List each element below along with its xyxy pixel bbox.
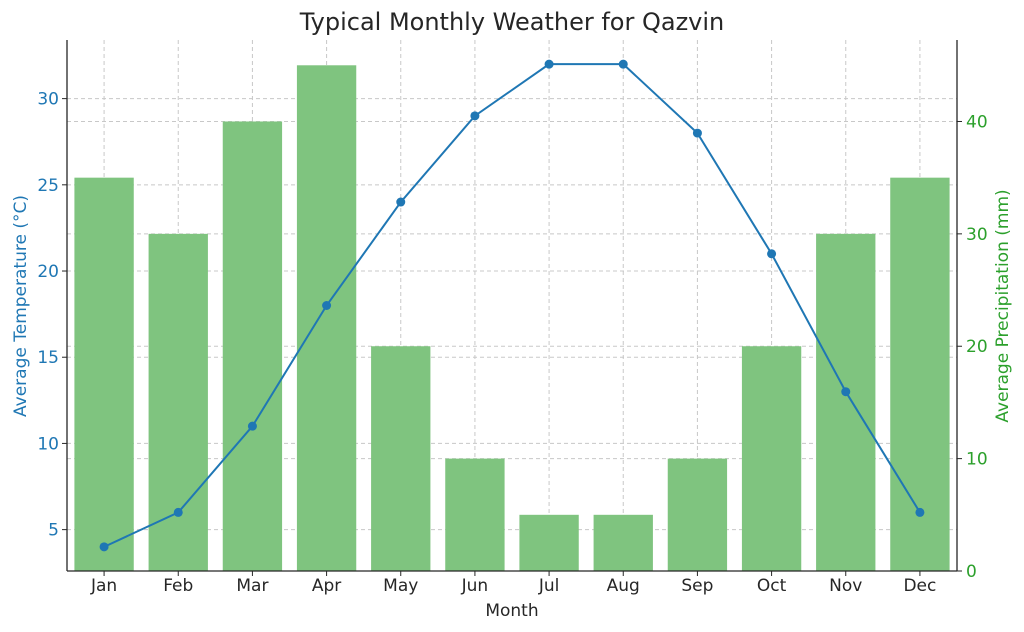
x-tick-label: Jun bbox=[461, 576, 489, 596]
axes-layer: 5 10 15 20 25 30 0 10 20 30 40 Jan Feb Mar Apr May Jun Ju… bbox=[37, 40, 988, 596]
y-right-tick-label: 0 bbox=[966, 562, 977, 582]
temperature-point bbox=[322, 301, 332, 310]
temperature-point bbox=[470, 111, 480, 121]
x-tick-label: Sep bbox=[681, 576, 713, 596]
x-tick-label: Jul bbox=[538, 576, 560, 596]
temperature-point bbox=[544, 59, 554, 69]
temperature-point bbox=[915, 507, 925, 517]
y-right-tick-label: 30 bbox=[966, 225, 988, 245]
x-tick-label: Aug bbox=[607, 576, 640, 596]
precipitation-bar bbox=[816, 233, 876, 571]
y-left-tick-label: 15 bbox=[37, 348, 59, 368]
x-tick-label: Mar bbox=[236, 576, 268, 596]
y-left-tick-label: 10 bbox=[37, 434, 59, 454]
y-left-tick-label: 30 bbox=[37, 90, 59, 110]
precipitation-bar bbox=[222, 121, 283, 571]
precipitation-bar bbox=[890, 177, 950, 571]
y-right-tick-label: 40 bbox=[966, 112, 988, 132]
precipitation-bar bbox=[445, 458, 505, 571]
precipitation-bar bbox=[519, 514, 579, 571]
chart-title: Typical Monthly Weather for Qazvin bbox=[299, 8, 725, 36]
temperature-line-layer bbox=[99, 59, 925, 552]
temperature-line bbox=[103, 63, 921, 548]
y-left-tick-label: 20 bbox=[37, 262, 59, 282]
precipitation-bar bbox=[593, 514, 653, 571]
precipitation-bar bbox=[296, 65, 357, 572]
precipitation-bars bbox=[74, 65, 950, 572]
x-tick-label: Feb bbox=[163, 576, 193, 596]
precipitation-bar bbox=[667, 458, 728, 571]
x-tick-label: Jan bbox=[90, 576, 117, 596]
x-tick-label: May bbox=[383, 576, 418, 596]
temperature-point bbox=[767, 249, 777, 259]
x-axis-label: Month bbox=[485, 601, 538, 621]
temperature-point bbox=[692, 128, 702, 138]
precipitation-bar bbox=[148, 233, 208, 571]
y-left-tick-label: 5 bbox=[48, 521, 59, 541]
x-tick-label: Dec bbox=[903, 576, 936, 596]
x-tick-label: Apr bbox=[312, 576, 341, 596]
x-tick-label: Nov bbox=[829, 576, 862, 596]
x-tick-label: Oct bbox=[757, 576, 787, 596]
y-left-tick-label: 25 bbox=[37, 176, 59, 196]
y-right-axis-label: Average Precipitation (mm) bbox=[993, 189, 1013, 422]
y-right-tick-label: 10 bbox=[966, 450, 988, 470]
precipitation-bar bbox=[371, 346, 431, 571]
temperature-point bbox=[396, 197, 406, 207]
temperature-point bbox=[173, 507, 183, 517]
precipitation-bar bbox=[74, 177, 134, 571]
y-right-tick-label: 20 bbox=[966, 337, 988, 357]
y-left-axis-label: Average Temperature (°C) bbox=[11, 195, 31, 417]
temperature-point bbox=[247, 421, 257, 431]
temperature-point bbox=[618, 59, 628, 69]
precipitation-bar bbox=[741, 346, 802, 571]
temperature-point bbox=[841, 387, 851, 397]
temperature-point bbox=[99, 542, 109, 552]
